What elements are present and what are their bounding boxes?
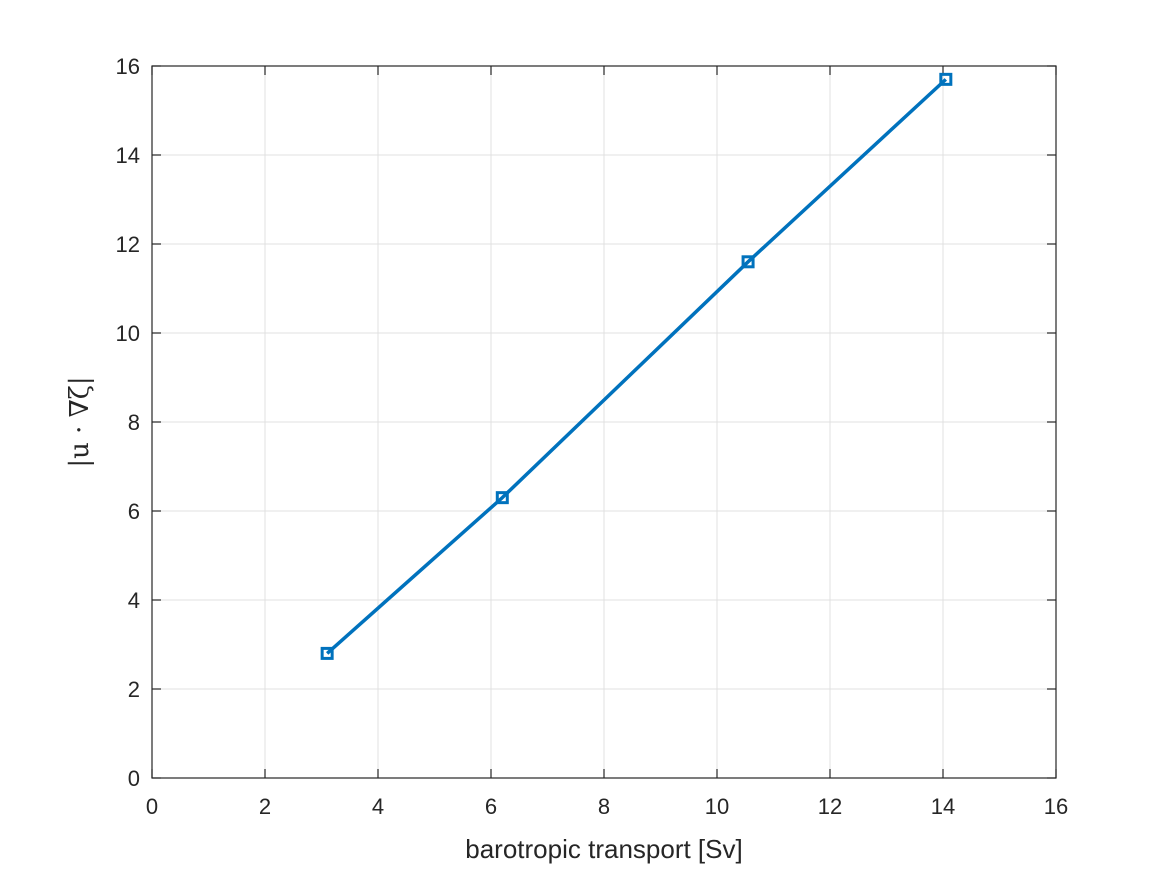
y-tick-label: 0 [128,766,140,791]
y-tick-label: 4 [128,588,140,613]
y-tick-label: 12 [116,232,140,257]
x-tick-label: 8 [598,794,610,819]
y-tick-labels: 0 2 4 6 8 10 12 14 16 [116,54,140,791]
x-tick-label: 6 [485,794,497,819]
y-tick-label: 16 [116,54,140,79]
series-group [320,72,953,660]
y-tick-label: 8 [128,410,140,435]
x-tick-label: 16 [1044,794,1068,819]
x-tick-labels: 0 2 4 6 8 10 12 14 16 [146,794,1068,819]
data-point-marker [939,72,953,86]
y-tick-label: 6 [128,499,140,524]
y-axis-label: |u · ∇ζ| [65,376,95,467]
x-tick-label: 0 [146,794,158,819]
x-tick-label: 12 [818,794,842,819]
data-point-marker [495,491,509,505]
x-tick-label: 2 [259,794,271,819]
grid [151,65,1057,779]
x-tick-label: 10 [705,794,729,819]
data-point-marker [320,646,334,660]
x-axis-label: barotropic transport [Sv] [465,834,742,864]
ticks [151,65,1057,779]
data-point-marker [741,255,755,269]
x-tick-label: 4 [372,794,384,819]
series-line [325,78,948,655]
y-tick-label: 2 [128,677,140,702]
x-tick-label: 14 [931,794,955,819]
y-tick-label: 10 [116,321,140,346]
y-tick-label: 14 [116,143,140,168]
